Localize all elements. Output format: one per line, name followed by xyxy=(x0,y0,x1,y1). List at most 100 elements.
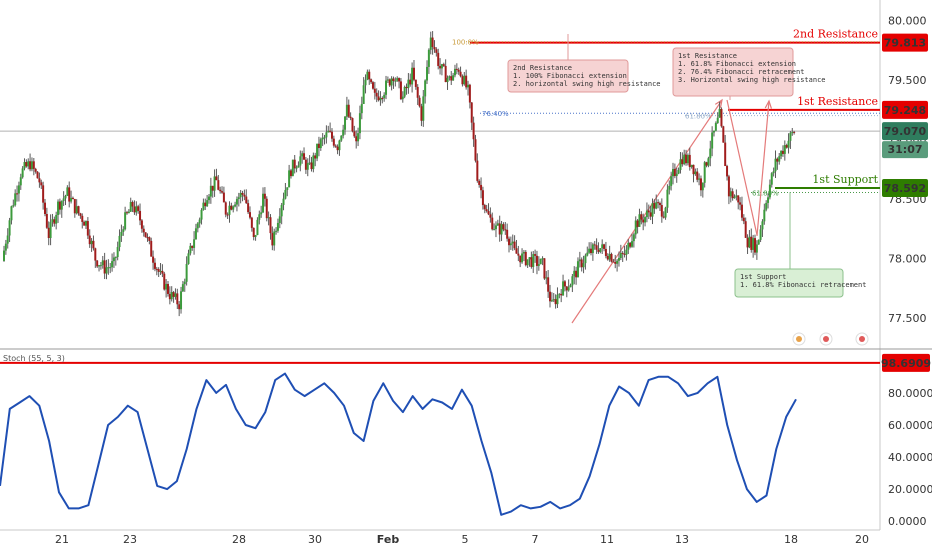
projection-arrow-head xyxy=(714,98,723,108)
candle-body xyxy=(435,49,438,53)
candle-body xyxy=(111,261,114,268)
candle-body xyxy=(535,255,538,266)
callout-box[interactable] xyxy=(507,59,629,93)
candle-body xyxy=(66,187,69,196)
candle-body xyxy=(439,65,442,69)
candle-body xyxy=(247,203,250,213)
candle-body xyxy=(627,242,630,250)
fib-label: 76.40% xyxy=(482,110,509,118)
candle-body xyxy=(133,206,136,213)
candle-body xyxy=(385,80,388,95)
candle-body xyxy=(427,49,430,67)
callout-title: 1st Support xyxy=(740,273,786,281)
stoch-indicator-label[interactable]: Stoch (55, 5, 3) xyxy=(3,354,65,363)
candle-body xyxy=(109,267,112,269)
level-price-label: 79.248 xyxy=(884,104,926,117)
candles-layer xyxy=(3,31,796,317)
callout-title: 2nd Resistance xyxy=(513,64,572,72)
candle-body xyxy=(86,221,89,236)
candle-body xyxy=(675,173,678,177)
time-tick-label: 30 xyxy=(308,533,322,546)
candle-body xyxy=(101,260,104,266)
candle-body xyxy=(327,130,330,133)
candle-body xyxy=(500,224,503,235)
candle-body xyxy=(386,79,389,81)
level-price-tag[interactable] xyxy=(882,100,928,119)
candle-body xyxy=(578,259,581,262)
candle-body xyxy=(699,178,702,191)
stoch-layer xyxy=(0,361,880,516)
level-price-tag[interactable] xyxy=(882,33,928,52)
candle-body xyxy=(588,248,591,253)
candle-body xyxy=(545,277,548,279)
candle-body xyxy=(547,277,550,292)
candle-body xyxy=(338,140,341,151)
candle-body xyxy=(746,237,749,248)
candle-body xyxy=(739,202,742,205)
candle-body xyxy=(774,158,777,172)
candle-body xyxy=(276,222,279,231)
candle-body xyxy=(120,231,123,236)
stoch-level-tag[interactable] xyxy=(882,353,930,372)
candle-body xyxy=(534,254,537,256)
candle-body xyxy=(698,178,701,180)
candle-body xyxy=(314,155,317,159)
event-icon[interactable] xyxy=(792,332,806,346)
current-price-tag[interactable] xyxy=(882,122,928,141)
candle-body xyxy=(623,253,626,255)
candle-body xyxy=(140,220,143,229)
candle-body xyxy=(70,197,73,202)
time-axis[interactable]: 21 23 28 30 Feb 5 7 11 13 18 20 xyxy=(55,533,869,546)
candle-body xyxy=(224,202,227,215)
stoch-axis[interactable]: 80.0000 60.0000 40.0000 20.0000 0.0000 xyxy=(888,387,932,528)
candle-body xyxy=(457,69,460,72)
callout-title: 1st Resistance xyxy=(678,52,737,60)
candle-body xyxy=(358,113,361,134)
countdown-tag[interactable] xyxy=(882,141,928,159)
callout-box[interactable] xyxy=(672,47,794,97)
time-tick-label: Feb xyxy=(377,533,400,546)
candle-body xyxy=(582,263,585,268)
event-icon[interactable] xyxy=(855,332,869,346)
candle-body xyxy=(658,203,661,206)
candle-body xyxy=(94,248,97,261)
candle-body xyxy=(616,260,619,264)
candle-body xyxy=(127,211,130,214)
candle-body xyxy=(351,118,354,132)
candle-body xyxy=(181,284,184,292)
candle-body xyxy=(198,219,201,224)
candle-body xyxy=(576,261,579,278)
candle-body xyxy=(47,227,50,239)
candle-body xyxy=(554,299,557,305)
candle-body xyxy=(139,210,142,221)
candle-body xyxy=(323,137,326,139)
candle-body xyxy=(662,216,665,218)
candle-body xyxy=(248,212,251,218)
candle-body xyxy=(515,248,518,254)
candle-body xyxy=(765,202,768,210)
candle-body xyxy=(241,192,244,195)
candle-body xyxy=(60,201,63,210)
candle-body xyxy=(207,196,210,201)
candle-body xyxy=(83,221,86,226)
candle-body xyxy=(403,86,406,97)
candle-body xyxy=(355,136,358,142)
candle-body xyxy=(176,293,179,305)
candle-body xyxy=(694,171,697,175)
candle-body xyxy=(14,193,17,206)
callout-box[interactable] xyxy=(734,268,844,298)
candle-body xyxy=(293,159,296,169)
candle-body xyxy=(303,153,306,160)
time-tick-label: 13 xyxy=(675,533,689,546)
candle-body xyxy=(317,143,320,149)
candle-body xyxy=(377,96,380,101)
level-price-tag[interactable] xyxy=(882,179,928,198)
candle-body xyxy=(49,222,52,239)
callout-line: 2. horizontal swing high resistance xyxy=(513,80,661,88)
candle-body xyxy=(757,239,760,245)
candle-body xyxy=(73,199,76,214)
event-icon[interactable] xyxy=(819,332,833,346)
candle-body xyxy=(165,283,168,290)
candle-body xyxy=(688,154,691,168)
